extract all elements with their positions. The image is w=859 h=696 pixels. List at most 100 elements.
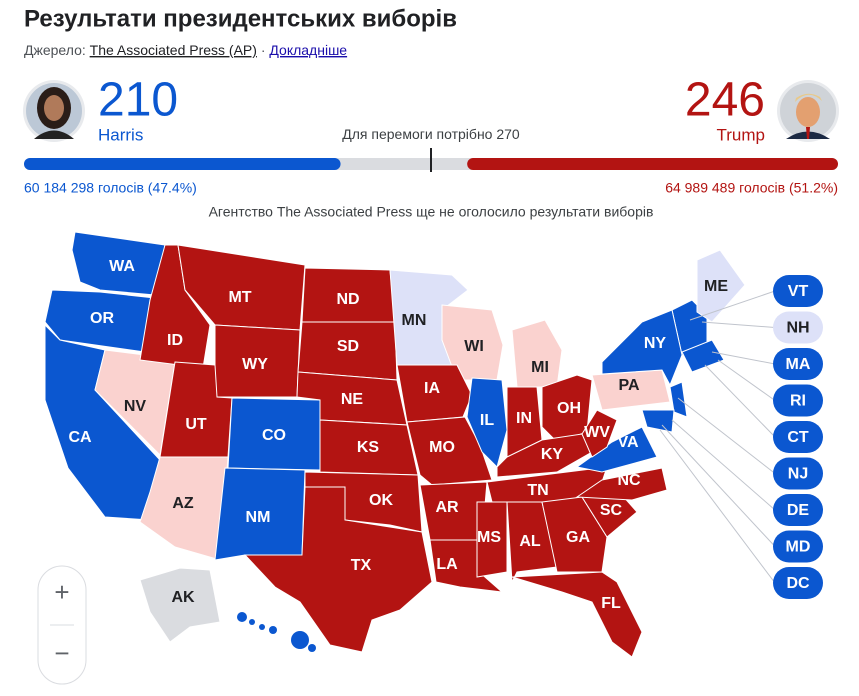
state [237, 612, 247, 622]
callout-pill[interactable] [773, 457, 823, 490]
callout-pill[interactable] [773, 348, 823, 380]
state-label: AL [519, 533, 541, 550]
state-label: SC [600, 502, 623, 519]
state [541, 496, 608, 573]
callout-label: NJ [788, 466, 808, 483]
state-label: NV [124, 398, 147, 415]
state [696, 249, 746, 323]
state-label: GA [566, 529, 590, 546]
state-label: KS [357, 439, 380, 456]
state-label: AR [435, 499, 459, 516]
callout-pill[interactable] [773, 494, 823, 526]
zoom-out[interactable]: − [54, 638, 69, 668]
trump-name: Trump [717, 125, 766, 144]
map: WA OR CA NV ID MT WY UT AZ CO NM ND SD NE KS OK TX MN WI IA… [44, 231, 823, 658]
state-label: SD [337, 338, 359, 355]
state-label: MN [402, 312, 427, 329]
small-state [641, 409, 675, 433]
state-label: NC [617, 472, 641, 489]
callout-label: MD [786, 539, 811, 556]
state-label: AZ [172, 495, 194, 512]
state-label: TN [527, 482, 548, 499]
callout-label: RI [790, 393, 806, 410]
callout-pill[interactable] [773, 530, 823, 563]
callout-pill[interactable] [773, 567, 823, 599]
state-label: HI [269, 636, 285, 653]
state [476, 501, 508, 578]
state [581, 409, 618, 458]
callout-line [659, 429, 776, 584]
state-label: UT [185, 416, 207, 433]
callout-pill[interactable] [773, 421, 823, 453]
state [396, 364, 473, 423]
state-label: NE [341, 391, 364, 408]
source-label: Джерело: [24, 42, 86, 58]
trump-votes: 64 989 489 голосів (51.2%) [665, 180, 838, 196]
callout-label: DC [786, 575, 810, 592]
state-label: MI [531, 359, 549, 376]
source: Джерело: The Associated Press (AP) · Док… [24, 42, 347, 58]
source-link[interactable]: The Associated Press (AP) [90, 42, 257, 58]
state [506, 501, 558, 584]
harris-bar [24, 158, 341, 170]
small-state [669, 381, 688, 418]
state-label: NM [246, 509, 271, 526]
state [139, 456, 229, 561]
callout-label: DE [787, 502, 810, 519]
state-label: OH [557, 400, 581, 417]
state-label: KY [541, 446, 564, 463]
callout-label: MA [786, 356, 811, 373]
harris-votes: 60 184 298 голосів (47.4%) [24, 180, 197, 196]
callout-label: CT [787, 429, 809, 446]
zoom-in[interactable]: + [54, 577, 69, 607]
harris-name: Harris [98, 125, 143, 144]
state-label: LA [436, 556, 458, 573]
state-label: MO [429, 439, 455, 456]
state-label: CO [262, 427, 286, 444]
state-label: PA [618, 377, 639, 394]
trump-electoral-votes: 246 [685, 74, 765, 127]
state-label: NY [644, 335, 667, 352]
state [308, 644, 316, 652]
state-label: WV [584, 424, 610, 441]
state-label: IL [480, 412, 494, 429]
state-label: VA [617, 434, 638, 451]
state-label: ND [336, 291, 359, 308]
callout-line [677, 397, 776, 474]
more-link[interactable]: Докладніше [269, 42, 347, 58]
small-state [681, 339, 725, 373]
callout-line [671, 419, 776, 511]
state-label: ID [167, 332, 183, 349]
callout-pill[interactable] [773, 311, 823, 344]
harris-photo [23, 80, 85, 142]
harris-electoral-votes: 210 [98, 74, 178, 127]
state [575, 467, 668, 501]
title: Результати президентських виборів [24, 5, 457, 32]
state-label: WA [109, 258, 135, 275]
state [259, 624, 265, 630]
state-label: FL [601, 595, 621, 612]
callout-pill[interactable] [773, 384, 823, 417]
state-label: TX [351, 557, 372, 574]
trump-bar [467, 158, 838, 170]
callout-line [689, 290, 776, 321]
state-label: CA [68, 429, 92, 446]
state-label: OK [369, 492, 393, 509]
state-label: AK [171, 589, 195, 606]
zoom-control: + − [37, 565, 87, 685]
note: Агентство The Associated Press ще не ого… [209, 204, 654, 220]
state-label: OR [90, 310, 114, 327]
callout-line [701, 321, 776, 328]
separator: · [261, 42, 266, 58]
state-label: IA [424, 380, 440, 397]
trump-photo [777, 80, 839, 142]
state [269, 626, 277, 634]
state [139, 567, 221, 643]
state [601, 309, 683, 387]
callout-pill[interactable] [773, 275, 823, 307]
state [406, 416, 493, 486]
needed-text: Для перемоги потрібно 270 [342, 126, 520, 142]
state-label: MS [477, 529, 501, 546]
